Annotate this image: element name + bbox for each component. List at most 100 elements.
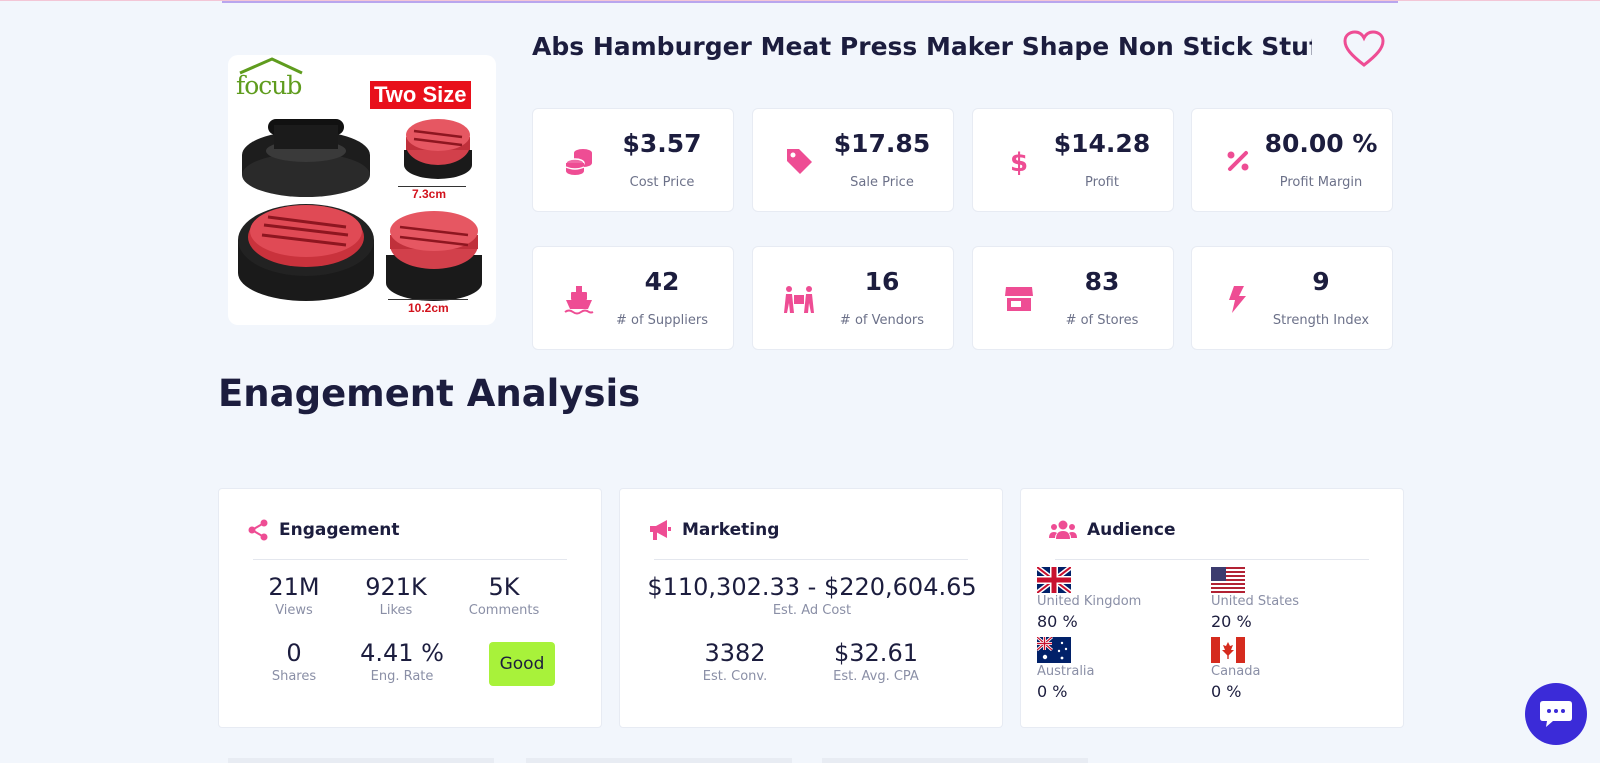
stat-card-vendors: 16 # of Vendors <box>752 246 954 350</box>
metric-label: Likes <box>379 603 413 618</box>
coins-icon <box>565 149 592 175</box>
next-section-edge <box>228 758 494 763</box>
megaphone-icon <box>650 520 671 540</box>
eng-rate-metric: 4.41 % Eng. Rate <box>347 639 457 684</box>
metric-value: 4.41 % <box>360 639 444 667</box>
audience-country: Australia 0 % <box>1037 637 1095 701</box>
stat-label: # of Suppliers <box>615 313 709 328</box>
metric-value: 0 <box>286 639 302 667</box>
metric-label: Comments <box>468 603 540 618</box>
panel-title: Marketing <box>682 520 780 540</box>
small-size-line <box>398 186 466 187</box>
country-percent: 0 % <box>1211 682 1242 701</box>
burger-press-picture <box>238 119 482 301</box>
stat-value: 42 <box>644 267 680 296</box>
bolt-icon <box>1229 286 1246 313</box>
metric-label: Est. Conv. <box>702 669 768 684</box>
top-accent-border <box>222 1 1398 3</box>
metric-label: Est. Avg. CPA <box>833 669 919 684</box>
stat-card-cost-price: $3.57 Cost Price <box>532 108 734 212</box>
marketing-header: Marketing <box>648 519 779 541</box>
panel-title: Audience <box>1087 520 1176 540</box>
ad-cost-metric: $110,302.33 - $220,604.65 Est. Ad Cost <box>630 573 994 618</box>
panel-title: Engagement <box>279 520 400 540</box>
country-name: Canada <box>1211 664 1261 679</box>
stat-card-profit-margin: 80.00 % Profit Margin <box>1191 108 1393 212</box>
stat-label: Cost Price <box>629 175 695 190</box>
ship-icon <box>564 286 594 315</box>
country-name: United States <box>1211 594 1300 609</box>
metric-label: Views <box>275 603 313 618</box>
tag-icon <box>787 149 812 174</box>
top-border <box>0 0 1600 1</box>
size-badge: Two Size <box>370 81 471 109</box>
stat-label: Sale Price <box>850 175 914 190</box>
stat-value: 16 <box>864 267 900 296</box>
audience-country: United States 20 % <box>1211 567 1299 631</box>
us-flag-icon <box>1211 567 1245 593</box>
stat-value: $3.57 <box>622 129 702 158</box>
divider <box>1055 559 1369 560</box>
large-size-line <box>388 299 468 300</box>
metric-label: Est. Ad Cost <box>772 603 852 618</box>
stat-value: $14.28 <box>1053 129 1151 158</box>
stat-card-stores: 83 # of Stores <box>972 246 1174 350</box>
stat-label: Profit Margin <box>1279 175 1363 190</box>
metric-value: 3382 <box>704 639 766 667</box>
stat-value: 80.00 % <box>1264 129 1378 158</box>
metric-label: Eng. Rate <box>370 669 434 684</box>
brand-logo: focub <box>236 71 302 100</box>
audience-header: Audience <box>1049 519 1176 541</box>
au-flag-icon <box>1037 637 1071 663</box>
stat-label: Strength Index <box>1272 313 1370 328</box>
stat-value: 83 <box>1084 267 1120 296</box>
favorite-heart-icon[interactable] <box>1343 30 1385 68</box>
divider <box>253 559 567 560</box>
metric-label: Shares <box>271 669 317 684</box>
stat-value: 9 <box>1312 267 1330 296</box>
metric-value: 5K <box>488 573 520 601</box>
shares-metric: 0 Shares <box>249 639 339 684</box>
country-percent: 20 % <box>1211 612 1252 631</box>
country-name: United Kingdom <box>1037 594 1142 609</box>
uk-flag-icon <box>1037 567 1071 593</box>
metric-value: 921K <box>365 573 427 601</box>
divider <box>654 559 968 560</box>
country-percent: 80 % <box>1037 612 1078 631</box>
stat-card-profit: $ $14.28 Profit <box>972 108 1174 212</box>
chat-bubble-icon <box>1540 701 1572 727</box>
metric-value: $32.61 <box>834 639 918 667</box>
stat-card-strength-index: 9 Strength Index <box>1191 246 1393 350</box>
metric-value: $110,302.33 - $220,604.65 <box>647 573 977 601</box>
engagement-rating-badge: Good <box>489 642 555 686</box>
share-icon <box>248 519 268 541</box>
metric-value: 21M <box>268 573 320 601</box>
section-title: Enagement Analysis <box>218 372 641 415</box>
likes-metric: 921K Likes <box>351 573 441 618</box>
percent-icon <box>1227 151 1249 171</box>
stat-label: Profit <box>1085 175 1119 190</box>
audience-panel: Audience United Kingdom 80 % United Stat <box>1020 488 1404 728</box>
brand-roof-icon <box>239 57 303 75</box>
audience-country: United Kingdom 80 % <box>1037 567 1141 631</box>
chat-widget-button[interactable] <box>1525 683 1587 745</box>
stat-label: # of Vendors <box>839 313 925 328</box>
small-size-label: 7.3cm <box>412 187 447 201</box>
stat-label: # of Stores <box>1065 313 1139 328</box>
audience-country: Canada 0 % <box>1211 637 1260 701</box>
product-image: focub Two Size 7.3cm 10.2cm <box>228 55 496 325</box>
stat-card-sale-price: $17.85 Sale Price <box>752 108 954 212</box>
stat-value: $17.85 <box>833 129 931 158</box>
comments-metric: 5K Comments <box>459 573 549 618</box>
product-title: Abs Hamburger Meat Press Maker Shape Non… <box>532 32 1312 61</box>
people-carry-icon <box>784 286 814 313</box>
svg-text:$: $ <box>1010 148 1028 177</box>
marketing-panel: Marketing $110,302.33 - $220,604.65 Est.… <box>619 488 1003 728</box>
next-section-edge <box>822 758 1088 763</box>
next-section-edge <box>526 758 792 763</box>
engagement-panel: Engagement 21M Views 921K Likes 5K Comme… <box>218 488 602 728</box>
large-size-label: 10.2cm <box>408 301 449 315</box>
engagement-header: Engagement <box>247 519 400 541</box>
country-name: Australia <box>1037 664 1095 679</box>
dollar-icon: $ <box>1010 148 1028 177</box>
